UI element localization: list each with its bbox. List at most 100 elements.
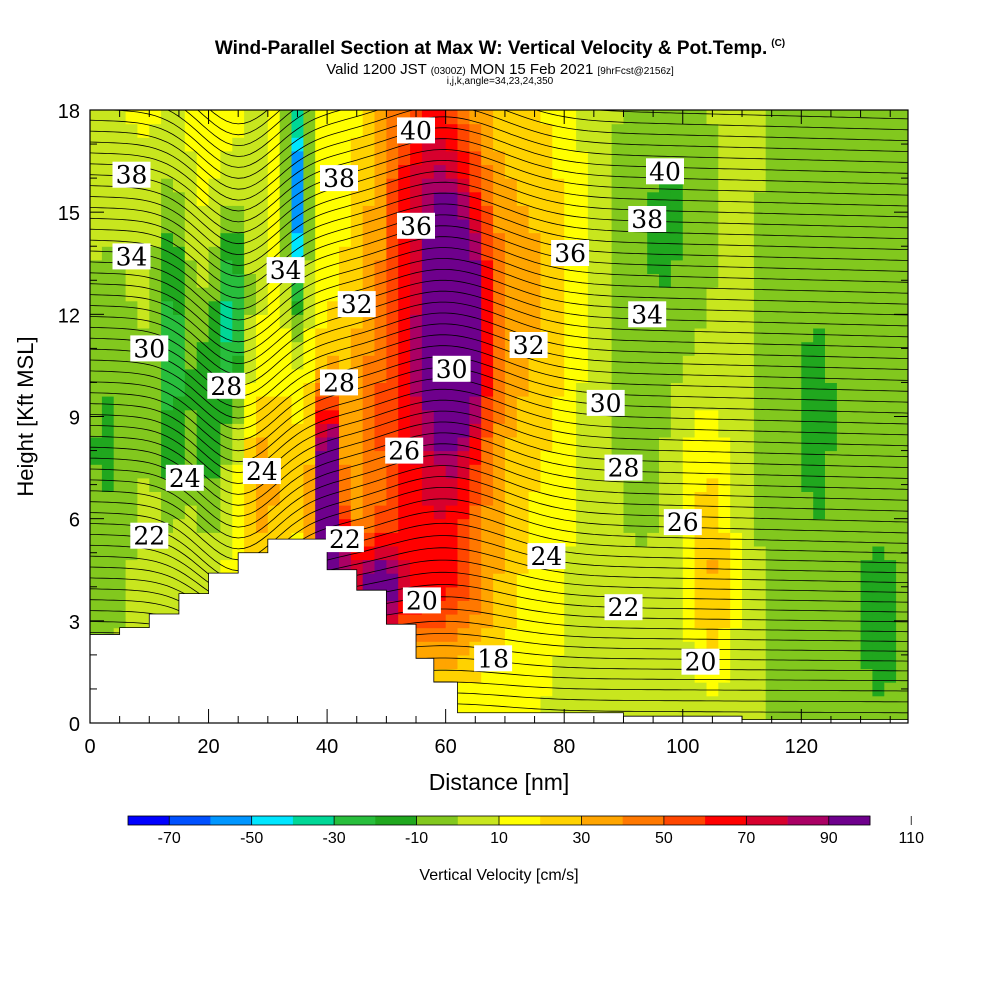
- velocity-cell: [540, 586, 553, 601]
- velocity-cell: [694, 559, 708, 574]
- velocity-cell: [659, 110, 672, 125]
- velocity-cell: [564, 110, 577, 125]
- theta-contour-line: [90, 192, 908, 277]
- velocity-cell: [516, 682, 530, 697]
- velocity-cell: [244, 396, 257, 411]
- velocity-cell: [137, 423, 150, 438]
- velocity-cell: [149, 314, 162, 329]
- velocity-cell: [291, 409, 304, 424]
- velocity-cell: [267, 178, 281, 193]
- velocity-cell: [137, 300, 150, 315]
- velocity-cell: [421, 573, 435, 588]
- velocity-cell: [386, 150, 399, 166]
- velocity-cell: [327, 232, 340, 247]
- velocity-cell: [421, 423, 435, 438]
- velocity-cell: [516, 205, 530, 220]
- velocity-cell: [386, 545, 399, 561]
- velocity-cell: [777, 232, 791, 247]
- velocity-cell: [706, 600, 719, 615]
- velocity-cell: [813, 600, 826, 615]
- velocity-cell: [220, 545, 233, 561]
- velocity-cell: [457, 382, 470, 397]
- velocity-cell: [279, 300, 293, 315]
- velocity-cell: [457, 600, 470, 615]
- velocity-cell: [244, 232, 257, 247]
- velocity-cell: [836, 259, 850, 274]
- velocity-cell: [836, 287, 850, 302]
- velocity-cell: [659, 627, 672, 642]
- velocity-cell: [576, 464, 589, 479]
- velocity-cell: [101, 328, 115, 343]
- velocity-cell: [670, 273, 684, 288]
- velocity-cell: [125, 382, 139, 397]
- velocity-cell: [599, 150, 613, 166]
- velocity-cell: [433, 137, 447, 152]
- velocity-cell: [742, 150, 755, 166]
- velocity-cell: [327, 123, 340, 138]
- velocity-cell: [860, 477, 874, 492]
- velocity-cell: [564, 137, 577, 152]
- velocity-cell: [848, 178, 862, 193]
- velocity-cell: [730, 559, 743, 574]
- velocity-cell: [161, 600, 174, 615]
- velocity-cell: [481, 273, 494, 288]
- velocity-cell: [339, 219, 352, 234]
- velocity-cell: [670, 450, 684, 465]
- velocity-cell: [599, 436, 613, 452]
- velocity-cell: [161, 436, 174, 452]
- velocity-cell: [884, 436, 897, 452]
- theta-label-box: [325, 526, 364, 553]
- velocity-cell: [433, 627, 447, 642]
- velocity-cell: [196, 110, 210, 125]
- velocity-cell: [552, 614, 565, 629]
- velocity-cell: [813, 314, 826, 329]
- velocity-cell: [706, 273, 719, 288]
- velocity-cell: [682, 682, 696, 697]
- velocity-cell: [90, 300, 103, 315]
- velocity-cell: [694, 368, 708, 383]
- velocity-cell: [303, 273, 316, 288]
- velocity-cell: [718, 573, 731, 588]
- velocity-cell: [90, 382, 103, 397]
- velocity-cell: [256, 409, 269, 424]
- velocity-cell: [469, 668, 482, 683]
- velocity-cell: [682, 559, 696, 574]
- velocity-cell: [208, 328, 222, 343]
- velocity-cell: [789, 682, 802, 697]
- velocity-cell: [777, 559, 791, 574]
- velocity-cell: [670, 641, 684, 656]
- velocity-cell: [587, 300, 601, 315]
- velocity-cell: [742, 573, 755, 588]
- velocity-cell: [789, 627, 802, 642]
- velocity-cell: [564, 586, 577, 601]
- velocity-cell: [184, 518, 198, 533]
- velocity-cell: [670, 532, 684, 547]
- velocity-cell: [718, 409, 731, 424]
- velocity-cell: [587, 368, 601, 383]
- velocity-cell: [706, 559, 719, 574]
- velocity-cell: [267, 436, 281, 452]
- velocity-cell: [564, 682, 577, 697]
- velocity-cell: [564, 396, 577, 411]
- velocity-cell: [670, 355, 684, 370]
- theta-contour-line: [90, 334, 908, 419]
- velocity-cell: [730, 654, 743, 670]
- velocity-cell: [576, 314, 589, 329]
- theta-label: 28: [608, 454, 640, 483]
- velocity-cell: [860, 532, 874, 547]
- velocity-cell: [896, 641, 908, 656]
- velocity-cell: [516, 396, 530, 411]
- velocity-cell: [742, 191, 755, 206]
- velocity-cell: [872, 341, 885, 356]
- velocity-cell: [706, 436, 719, 452]
- velocity-cell: [789, 259, 802, 274]
- velocity-cell: [291, 355, 304, 370]
- velocity-cell: [896, 123, 908, 138]
- velocity-cell: [481, 341, 494, 356]
- velocity-cell: [718, 328, 731, 343]
- velocity-cell: [896, 232, 908, 247]
- velocity-cell: [256, 355, 269, 370]
- velocity-cell: [137, 368, 150, 383]
- velocity-cell: [433, 505, 447, 520]
- velocity-cell: [587, 436, 601, 452]
